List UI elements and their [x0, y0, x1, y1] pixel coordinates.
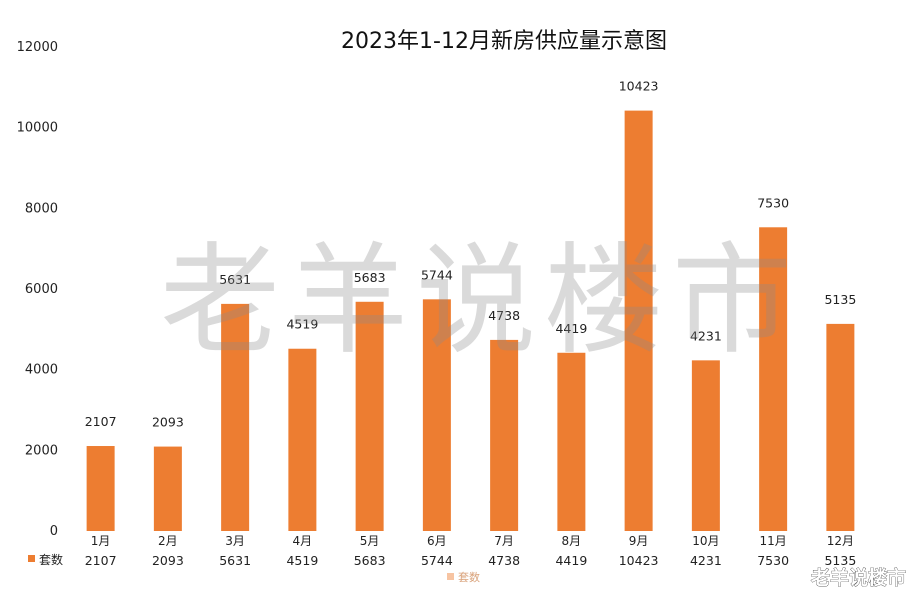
table-value: 4231	[690, 553, 722, 568]
corner-watermark: 老羊说楼市	[811, 566, 906, 589]
bar	[355, 301, 384, 531]
y-tick-label: 8000	[25, 201, 58, 216]
x-axis: 1月 2月 3月 4月 5月 6月 7月 8月 9月 10月 11月 12月	[91, 534, 854, 548]
table-value: 4419	[555, 553, 587, 568]
x-tick-label: 7月	[494, 534, 514, 548]
x-tick-label: 10月	[692, 534, 719, 548]
x-tick-label: 2月	[158, 534, 178, 548]
legend-bottom: 套数	[447, 571, 480, 584]
y-tick-label: 2000	[25, 443, 58, 458]
chart-title: 2023年1-12月新房供应量示意图	[341, 29, 667, 54]
x-tick-label: 3月	[225, 534, 245, 548]
table-value: 5631	[219, 553, 251, 568]
data-label: 4738	[488, 308, 520, 323]
x-tick-label: 8月	[562, 534, 582, 548]
x-tick-label: 12月	[827, 534, 854, 548]
data-label: 5135	[824, 292, 856, 307]
data-label: 5683	[354, 270, 386, 285]
bar	[288, 348, 317, 531]
table-value: 2093	[152, 553, 184, 568]
legend-swatch	[28, 555, 35, 562]
table-value: 10423	[619, 553, 659, 568]
table-value: 4738	[488, 553, 520, 568]
y-tick-label: 0	[50, 524, 58, 539]
y-tick-label: 4000	[25, 363, 58, 378]
data-label: 4231	[690, 328, 722, 343]
table-value: 7530	[757, 553, 789, 568]
bars	[86, 110, 855, 532]
data-table: 2107 2093 5631 4519 5683 5744 4738 4419 10423 423…	[28, 552, 856, 568]
table-value: 5135	[824, 553, 856, 568]
legend-swatch-faint	[447, 573, 454, 580]
x-tick-label: 4月	[293, 534, 313, 548]
data-label: 5631	[219, 272, 251, 287]
data-label: 7530	[757, 195, 789, 210]
bar	[826, 323, 855, 531]
table-value: 2107	[85, 553, 117, 568]
x-tick-label: 11月	[759, 534, 786, 548]
y-tick-label: 10000	[17, 121, 58, 136]
data-label: 2107	[85, 414, 117, 429]
bar	[691, 360, 720, 531]
table-value: 5683	[354, 553, 386, 568]
data-label: 4419	[555, 321, 587, 336]
table-value: 5744	[421, 553, 453, 568]
bar	[221, 303, 250, 531]
bar	[624, 110, 653, 532]
data-label: 4519	[286, 317, 318, 332]
data-labels: 2107 2093 5631 4519 5683 5744 4738 4419 10423 423…	[85, 79, 857, 430]
y-tick-label: 6000	[25, 282, 58, 297]
watermark: 老羊说楼市	[160, 232, 800, 371]
x-tick-label: 6月	[427, 534, 447, 548]
bar	[759, 227, 788, 532]
bar	[557, 352, 586, 531]
legend-label: 套数	[39, 552, 63, 567]
data-label: 10423	[619, 79, 659, 94]
bar	[490, 339, 519, 531]
bar	[86, 446, 115, 531]
bar	[153, 446, 182, 531]
x-tick-label: 5月	[360, 534, 380, 548]
legend-label-faint: 套数	[458, 571, 480, 584]
bar	[422, 299, 451, 531]
y-tick-label: 12000	[17, 40, 58, 55]
data-label: 2093	[152, 415, 184, 430]
y-axis: 0 2000 4000 6000 8000 10000 12000	[17, 40, 58, 539]
table-value: 4519	[286, 553, 318, 568]
x-tick-label: 9月	[629, 534, 649, 548]
x-tick-label: 1月	[91, 534, 111, 548]
data-label: 5744	[421, 267, 453, 282]
